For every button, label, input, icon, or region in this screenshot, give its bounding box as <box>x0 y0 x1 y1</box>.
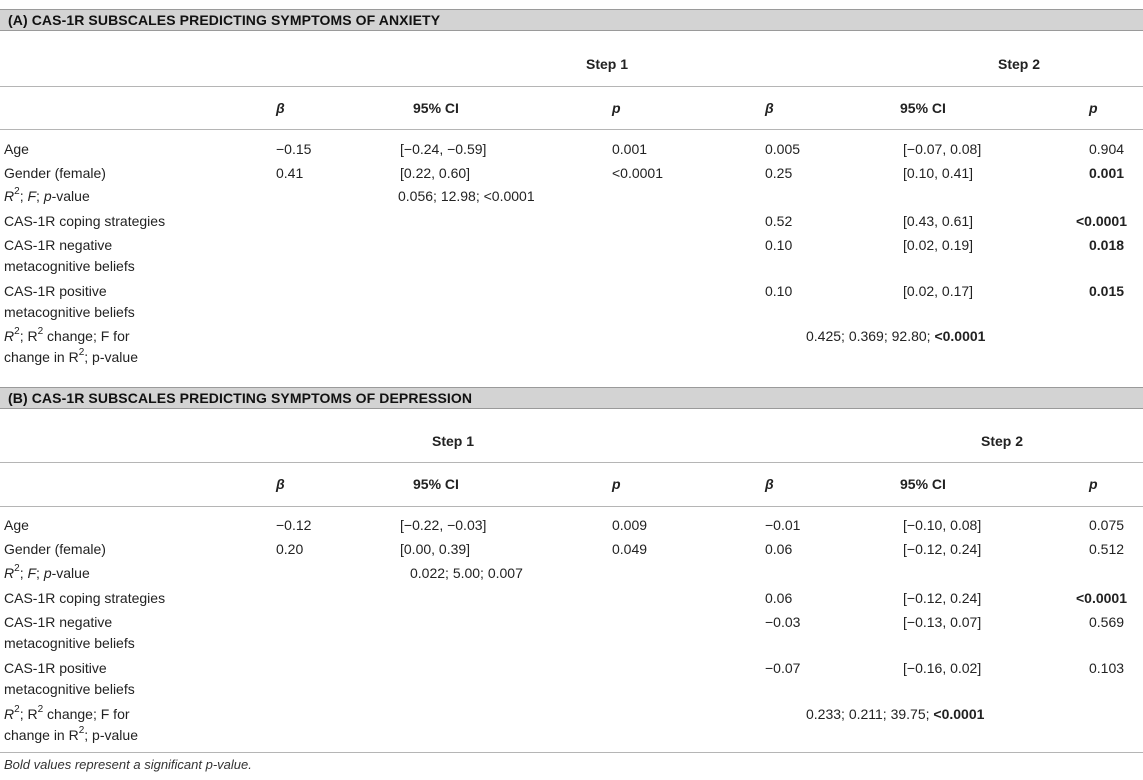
cell-beta2: 0.005 <box>765 141 801 157</box>
cell-beta2: 0.06 <box>765 541 793 557</box>
cell-beta1: 0.20 <box>276 541 304 557</box>
section-a-title: (A) CAS-1R SUBSCALES PREDICTING SYMPTOMS… <box>8 12 441 28</box>
cell-p1: 0.001 <box>612 141 648 157</box>
cell-ci2: [0.02, 0.17] <box>903 283 974 299</box>
row-label: CAS-1R positive <box>4 283 107 299</box>
row-label-r2-change: R2; R2 change; F for <box>4 704 130 722</box>
cell-r2-change-value: 0.233; 0.211; 39.75; <0.0001 <box>806 706 985 722</box>
section-a-p1-header: p <box>612 100 621 116</box>
section-a-header-rule <box>0 129 1143 130</box>
cell-ci2: [0.10, 0.41] <box>903 165 974 181</box>
cell-p2-significant: <0.0001 <box>1076 590 1127 606</box>
cell-p1: 0.049 <box>612 541 648 557</box>
cell-beta1: −0.15 <box>276 141 312 157</box>
section-b-ci2-header: 95% CI <box>900 476 946 492</box>
cell-beta2: 0.25 <box>765 165 793 181</box>
row-label: Gender (female) <box>4 165 106 181</box>
cell-ci2: [−0.13, 0.07] <box>903 614 982 630</box>
cell-beta2: −0.07 <box>765 660 801 676</box>
cell-ci1: [0.00, 0.39] <box>400 541 471 557</box>
cell-p2: 0.103 <box>1089 660 1125 676</box>
section-a-ci1-header: 95% CI <box>413 100 459 116</box>
section-a-ci2-header: 95% CI <box>900 100 946 116</box>
cell-p2-significant: 0.001 <box>1089 165 1125 181</box>
row-label: CAS-1R negative <box>4 614 113 630</box>
section-b-header: (B) CAS-1R SUBSCALES PREDICTING SYMPTOMS… <box>0 387 1143 409</box>
row-label: metacognitive beliefs <box>4 681 135 697</box>
cell-ci2: [0.43, 0.61] <box>903 213 974 229</box>
section-a-step1-label: Step 1 <box>586 56 629 72</box>
cell-p2: 0.512 <box>1089 541 1125 557</box>
cell-beta2: 0.06 <box>765 590 793 606</box>
section-b-step2-label: Step 2 <box>981 433 1024 449</box>
cell-r2-change-value: 0.425; 0.369; 92.80; <0.0001 <box>806 328 986 344</box>
row-label-r2: R2; F; p-value <box>4 563 90 581</box>
section-b-ci1-header: 95% CI <box>413 476 459 492</box>
cell-beta2: −0.03 <box>765 614 801 630</box>
cell-beta2: 0.10 <box>765 237 793 253</box>
cell-p2: 0.075 <box>1089 517 1125 533</box>
section-a-p2-header: p <box>1089 100 1098 116</box>
section-b-beta1-header: β <box>276 476 285 492</box>
section-a-step2-label: Step 2 <box>998 56 1041 72</box>
section-a-beta1-header: β <box>276 100 285 116</box>
row-label: CAS-1R negative <box>4 237 113 253</box>
row-label: metacognitive beliefs <box>4 635 135 651</box>
cell-p2: 0.904 <box>1089 141 1125 157</box>
table-bottom-rule <box>0 752 1143 753</box>
section-b-step1-label: Step 1 <box>432 433 475 449</box>
row-label-r2-change: R2; R2 change; F for <box>4 326 130 344</box>
row-label: metacognitive beliefs <box>4 258 135 274</box>
row-label: Age <box>4 141 29 157</box>
cell-p1: <0.0001 <box>612 165 663 181</box>
cell-beta1: 0.41 <box>276 165 304 181</box>
section-a-beta2-header: β <box>765 100 774 116</box>
row-label-r2-change-line2: change in R2; p-value <box>4 347 138 365</box>
section-a-step-rule <box>0 86 1143 87</box>
cell-r2-value: 0.056; 12.98; <0.0001 <box>398 188 535 204</box>
row-label: CAS-1R coping strategies <box>4 213 166 229</box>
cell-p2-significant: 0.015 <box>1089 283 1125 299</box>
cell-r2-value: 0.022; 5.00; 0.007 <box>410 565 523 581</box>
section-a-header: (A) CAS-1R SUBSCALES PREDICTING SYMPTOMS… <box>0 9 1143 31</box>
section-b-beta2-header: β <box>765 476 774 492</box>
cell-ci1: [−0.24, −0.59] <box>400 141 487 157</box>
cell-ci2: [−0.16, 0.02] <box>903 660 982 676</box>
section-b-title: (B) CAS-1R SUBSCALES PREDICTING SYMPTOMS… <box>8 390 473 406</box>
cell-ci2: [−0.10, 0.08] <box>903 517 982 533</box>
row-label: metacognitive beliefs <box>4 304 135 320</box>
cell-p2: 0.569 <box>1089 614 1125 630</box>
section-b-step-rule <box>0 462 1143 463</box>
row-label-r2: R2; F; p-value <box>4 186 90 204</box>
row-label-r2-change-line2: change in R2; p-value <box>4 725 138 743</box>
cell-ci2: [−0.12, 0.24] <box>903 541 982 557</box>
cell-p2-significant: 0.018 <box>1089 237 1125 253</box>
cell-ci2: [−0.07, 0.08] <box>903 141 982 157</box>
cell-beta2: 0.52 <box>765 213 793 229</box>
cell-beta2: −0.01 <box>765 517 801 533</box>
cell-beta2: 0.10 <box>765 283 793 299</box>
section-b-p1-header: p <box>612 476 621 492</box>
cell-ci2: [0.02, 0.19] <box>903 237 974 253</box>
row-label: CAS-1R coping strategies <box>4 590 166 606</box>
section-b-header-rule <box>0 506 1143 507</box>
cell-p1: 0.009 <box>612 517 648 533</box>
row-label: Age <box>4 517 29 533</box>
row-label: CAS-1R positive <box>4 660 107 676</box>
cell-ci1: [−0.22, −0.03] <box>400 517 487 533</box>
table-footnote: Bold values represent a significant p-va… <box>4 757 252 772</box>
cell-ci2: [−0.12, 0.24] <box>903 590 982 606</box>
section-b-p2-header: p <box>1089 476 1098 492</box>
row-label: Gender (female) <box>4 541 106 557</box>
cell-p2-significant: <0.0001 <box>1076 213 1127 229</box>
cell-ci1: [0.22, 0.60] <box>400 165 471 181</box>
cell-beta1: −0.12 <box>276 517 312 533</box>
